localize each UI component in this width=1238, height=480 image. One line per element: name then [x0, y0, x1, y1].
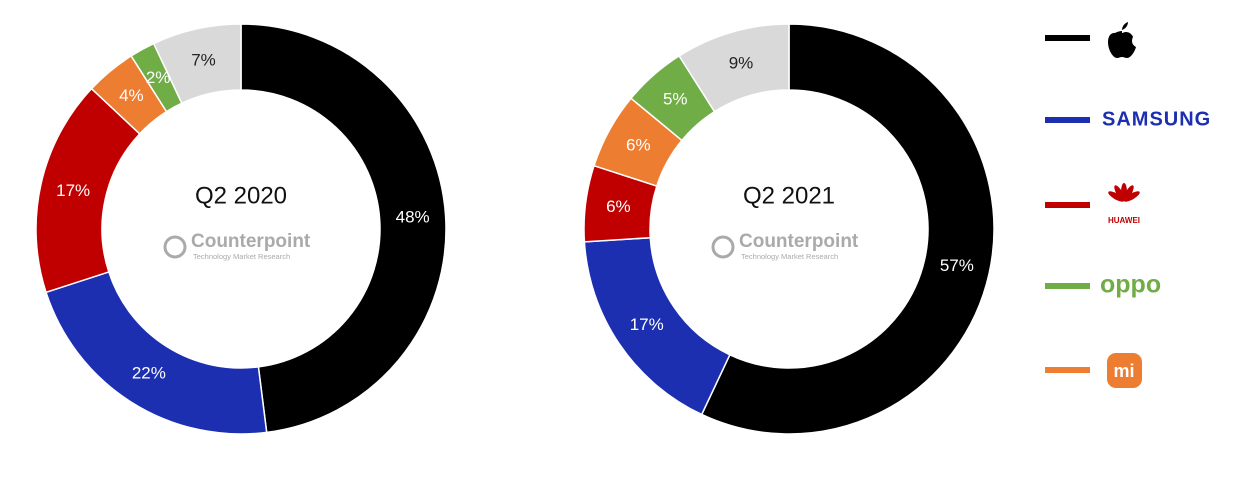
data-label: 48%	[396, 208, 430, 227]
mi-logo-bg	[1107, 353, 1142, 388]
data-label: 6%	[606, 197, 631, 216]
legend-label: mi	[1113, 361, 1134, 381]
data-label: 7%	[191, 51, 216, 70]
watermark-tagline: Technology Market Research	[741, 252, 838, 261]
donut-segment	[678, 23, 790, 113]
watermark-name: Counterpoint	[191, 231, 311, 252]
watermark-name: Counterpoint	[739, 231, 859, 252]
data-label: 22%	[132, 364, 166, 383]
watermark-icon	[711, 235, 735, 259]
watermark-tagline: Technology Market Research	[193, 252, 290, 261]
legend-label: oppo	[1100, 271, 1161, 299]
donut-segment	[700, 23, 995, 435]
watermark-icon	[163, 235, 187, 259]
data-label: 2%	[146, 68, 171, 87]
apple-logo	[1108, 22, 1136, 58]
data-label: 57%	[940, 256, 974, 275]
donut-segment	[240, 23, 447, 434]
data-label: 17%	[56, 181, 90, 200]
huawei-logo	[1108, 183, 1140, 202]
donut-segment	[152, 23, 242, 105]
data-label: 9%	[729, 53, 754, 72]
chart-title: Q2 2020	[195, 182, 287, 209]
data-label: 17%	[630, 315, 664, 334]
legend-label: HUAWEI	[1108, 216, 1140, 225]
data-label: 5%	[663, 89, 688, 108]
donut-segment	[45, 271, 268, 435]
legend-label: SAMSUNG	[1102, 108, 1211, 130]
data-label: 6%	[626, 136, 651, 155]
data-label: 4%	[119, 86, 144, 105]
chart-title: Q2 2021	[743, 182, 835, 209]
